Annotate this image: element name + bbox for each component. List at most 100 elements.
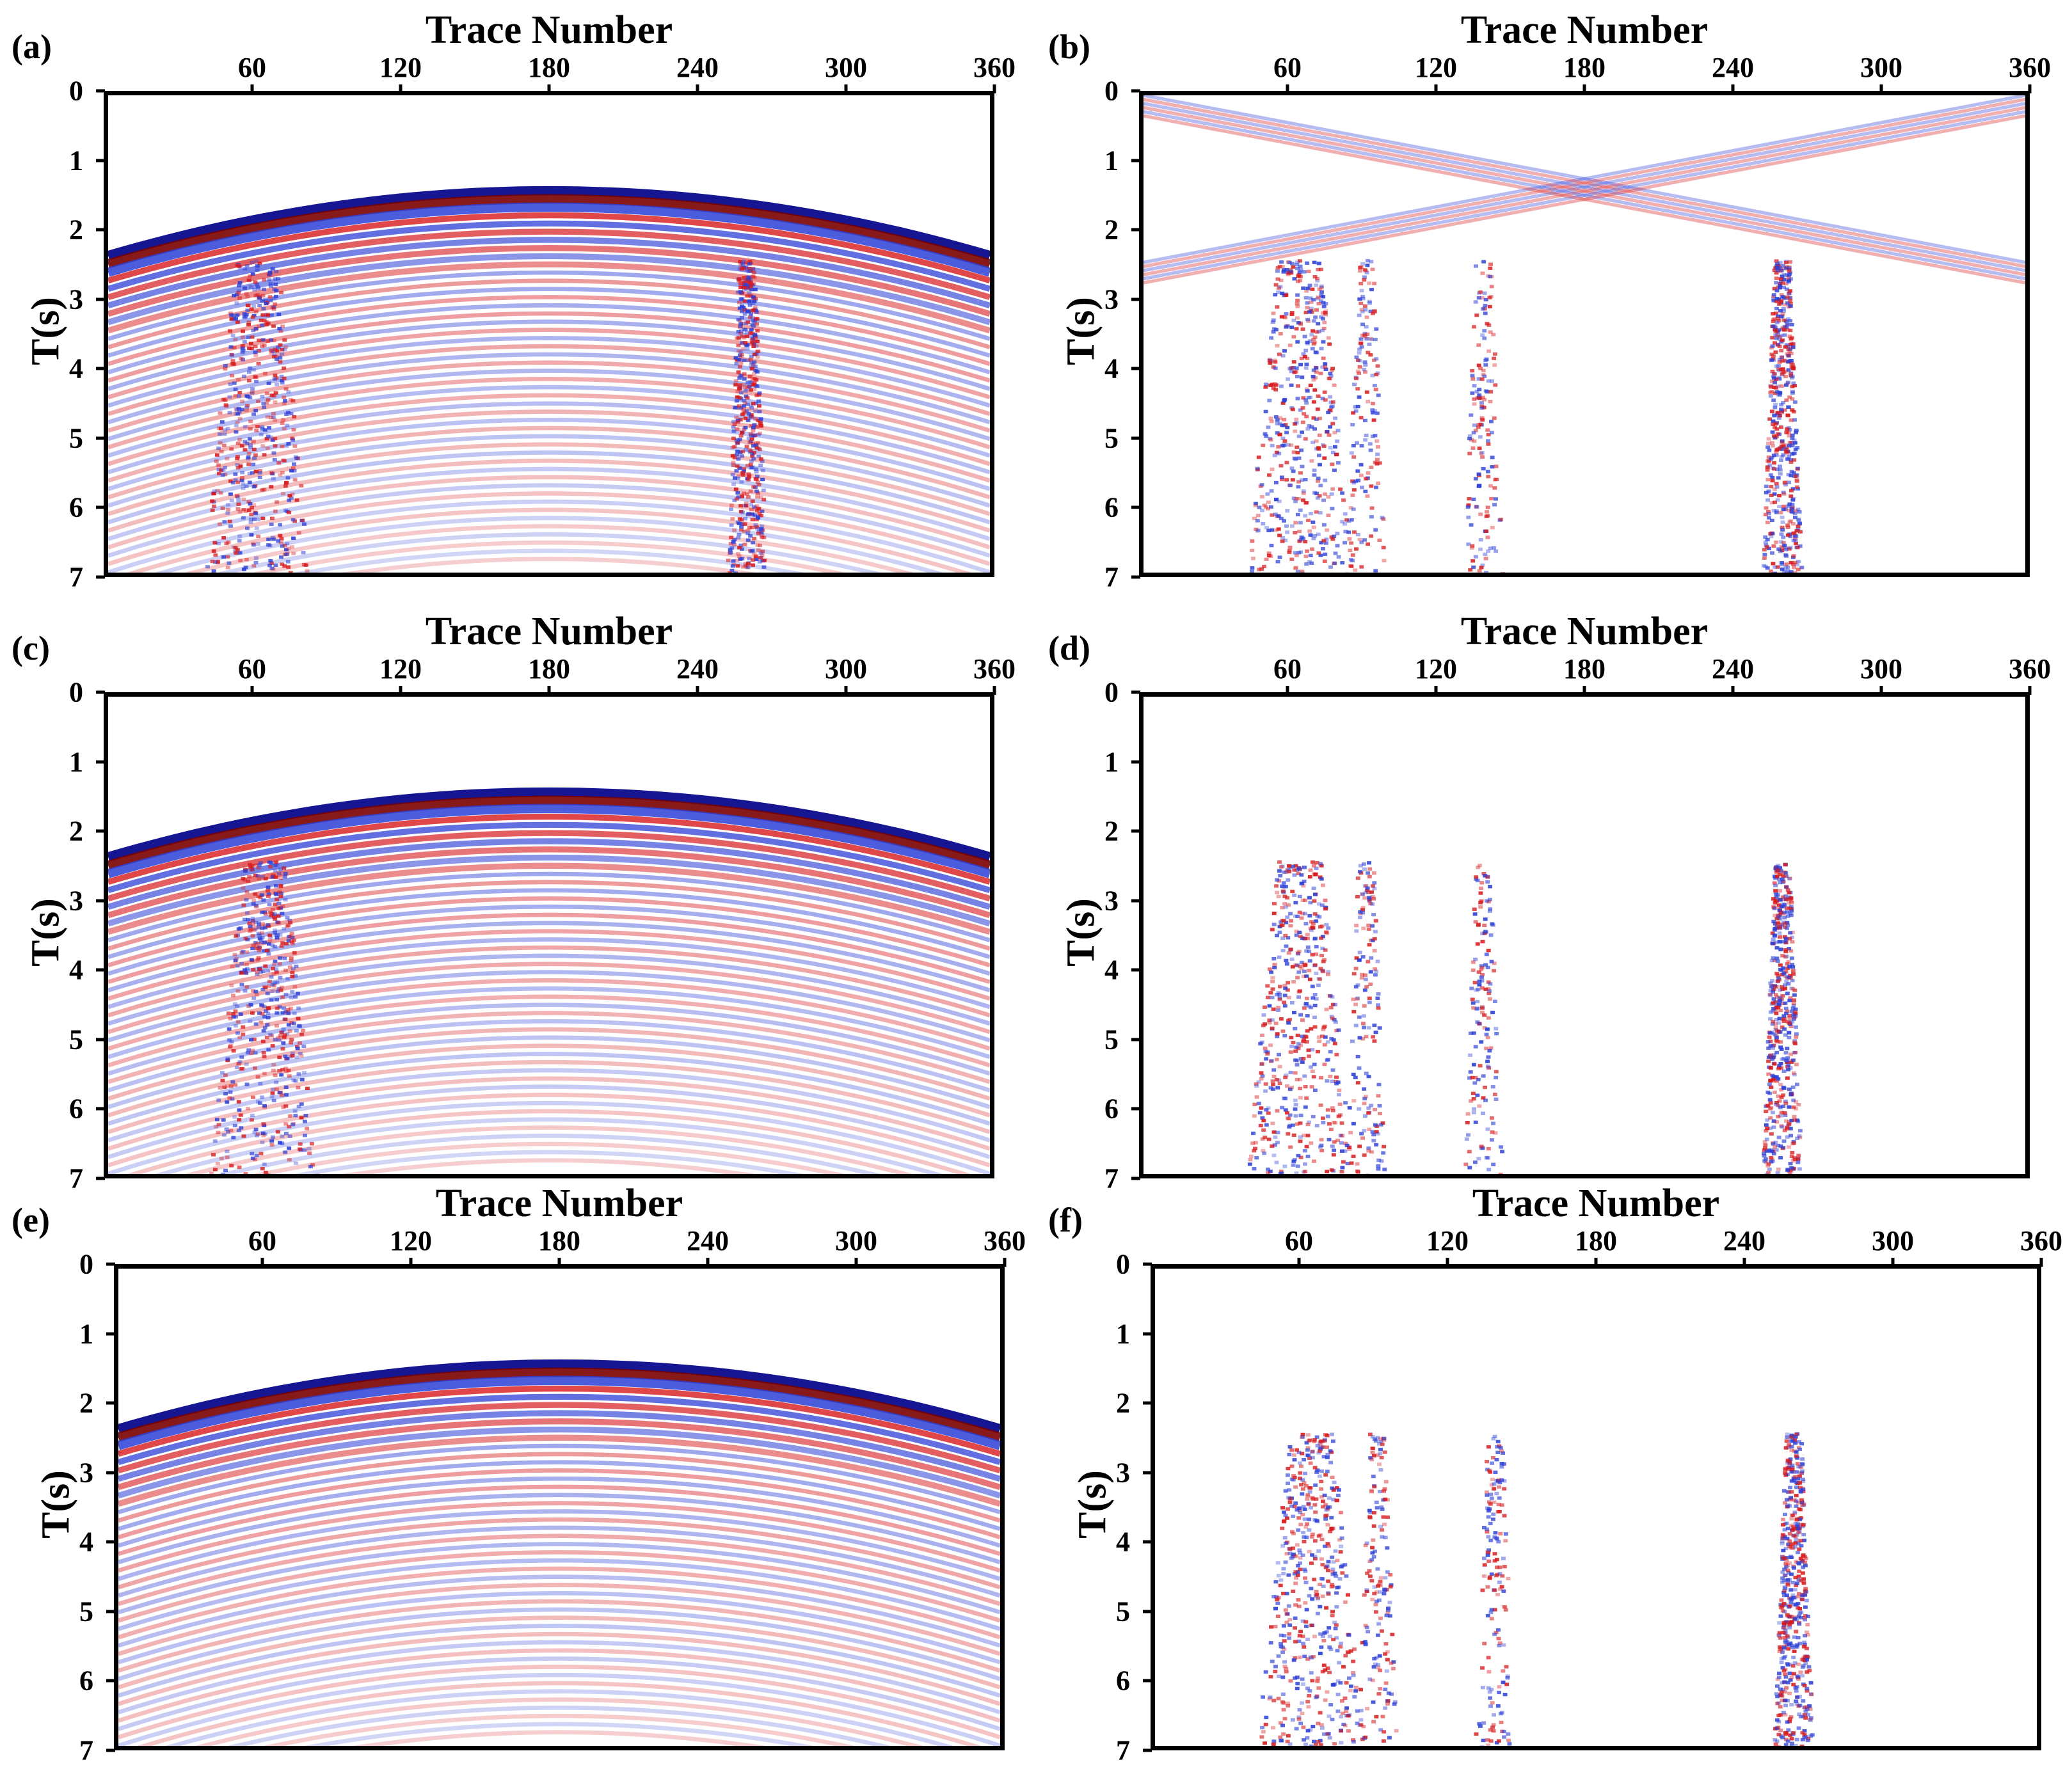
- noise-sample: [1787, 1031, 1791, 1034]
- noise-sample: [248, 472, 252, 475]
- noise-sample: [1360, 345, 1364, 348]
- noise-sample: [751, 378, 755, 381]
- noise-sample: [1778, 468, 1783, 471]
- noise-sample: [1293, 521, 1298, 524]
- noise-sample: [751, 296, 756, 299]
- noise-sample: [280, 986, 284, 989]
- noise-sample: [1308, 284, 1312, 287]
- noise-sample: [759, 457, 763, 461]
- noise-sample: [269, 313, 274, 317]
- noise-sample: [1772, 293, 1776, 296]
- noise-sample: [228, 1090, 233, 1093]
- noise-sample: [244, 972, 248, 975]
- noise-sample: [220, 1071, 225, 1074]
- reflection-events: [108, 191, 990, 573]
- noise-sample: [1295, 930, 1299, 933]
- y-tick-label: 5: [1093, 1023, 1119, 1056]
- noise-sample: [305, 569, 310, 573]
- noise-sample: [291, 551, 296, 555]
- noise-sample: [1485, 428, 1490, 431]
- noise-sample: [1290, 262, 1295, 265]
- x-tick-label: 120: [379, 653, 422, 685]
- noise-sample: [1286, 1704, 1290, 1708]
- noise-sample: [271, 324, 276, 328]
- noise-sample: [1305, 1608, 1309, 1611]
- noise-sample: [749, 459, 754, 463]
- noise-sample: [1275, 344, 1280, 347]
- noise-sample: [1321, 970, 1325, 973]
- noise-sample: [1302, 1505, 1306, 1508]
- noise-sample: [1296, 384, 1300, 387]
- noise-sample: [239, 926, 243, 930]
- noise-sample: [1793, 571, 1797, 573]
- noise-sample: [291, 1123, 295, 1126]
- noise-sample: [1774, 509, 1779, 512]
- noise-sample: [1372, 871, 1376, 875]
- noise-sample: [1481, 940, 1485, 943]
- noise-sample: [746, 539, 751, 542]
- noise-sample: [280, 353, 284, 356]
- noise-sample: [260, 395, 264, 398]
- noise-sample: [251, 902, 256, 905]
- noise-sample: [1295, 933, 1299, 937]
- noise-sample: [1328, 446, 1333, 449]
- noise-sample: [261, 1040, 266, 1043]
- noise-sample: [1483, 292, 1487, 295]
- noise-sample: [1365, 333, 1369, 336]
- noise-sample: [744, 502, 749, 505]
- noise-sample: [250, 958, 254, 962]
- noise-sample: [1298, 911, 1302, 914]
- noise-sample: [249, 1038, 253, 1042]
- noise-sample: [753, 306, 758, 309]
- noise-sample: [239, 971, 244, 974]
- noise-sample: [266, 1006, 271, 1010]
- noise-sample: [251, 564, 256, 567]
- noise-sample: [1303, 335, 1307, 338]
- noise-sample: [1367, 1026, 1371, 1029]
- noise-sample: [1301, 420, 1305, 424]
- noise-sample: [1360, 322, 1365, 326]
- noise-sample: [1787, 520, 1792, 523]
- noise-sample: [1323, 398, 1328, 401]
- noise-sample: [1306, 1155, 1311, 1158]
- noise-sample: [1323, 899, 1328, 902]
- noise-sample: [1341, 1160, 1346, 1163]
- noise-sample: [1493, 1000, 1497, 1003]
- noise-sample: [282, 338, 287, 342]
- noise-sample: [1284, 959, 1288, 962]
- noise-sample: [252, 485, 257, 488]
- noise-sample: [1486, 1056, 1490, 1059]
- noise-sample: [1479, 401, 1484, 404]
- noise-sample: [1310, 926, 1314, 929]
- noise-sample: [1320, 1538, 1325, 1541]
- noise-sample: [262, 487, 266, 491]
- noise-sample: [269, 299, 273, 302]
- noise-sample: [1478, 905, 1483, 908]
- noise-sample: [274, 295, 278, 298]
- noise-sample: [1273, 1665, 1278, 1668]
- noise-sample: [1479, 976, 1484, 979]
- noise-sample: [277, 1069, 282, 1072]
- noise-sample: [1773, 572, 1777, 573]
- noise-sample: [1325, 1630, 1329, 1633]
- noise-sample: [735, 399, 739, 402]
- noise-sample: [1483, 917, 1488, 921]
- noise-sample: [1353, 1076, 1358, 1079]
- noise-sample: [239, 1056, 244, 1059]
- noise-sample: [747, 512, 751, 515]
- noise-sample: [235, 480, 240, 484]
- noise-sample: [1306, 519, 1311, 522]
- noise-sample: [1321, 1116, 1325, 1120]
- noise-sample: [1271, 957, 1276, 960]
- noise-sample: [278, 1091, 282, 1094]
- noise-sample: [1362, 1102, 1367, 1105]
- noise-sample: [292, 1011, 297, 1015]
- noise-sample: [266, 313, 270, 317]
- noise-sample: [275, 1011, 279, 1015]
- noise-sample: [235, 420, 240, 424]
- noise-sample: [1764, 1123, 1769, 1127]
- noise-sample: [751, 316, 755, 319]
- noise-sample: [236, 378, 241, 381]
- noise-sample: [1774, 276, 1779, 280]
- noise-sample: [273, 377, 277, 381]
